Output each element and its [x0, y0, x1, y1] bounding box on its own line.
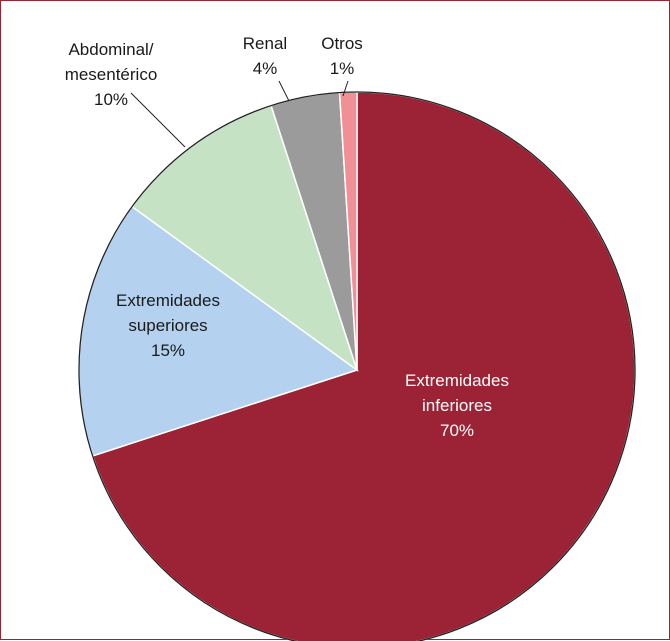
slice-label-line: Extremidades: [116, 291, 220, 310]
slice-label-inferiores: Extremidades inferiores 70%: [405, 371, 509, 440]
slice-label-line: 4%: [253, 59, 278, 78]
leader-line-renal: [278, 80, 290, 102]
slice-label-line: 1%: [330, 59, 355, 78]
slice-label-abdominal: Abdominal/mesentérico 10%: [65, 40, 158, 109]
slice-label-renal: Renal 4%: [243, 34, 287, 78]
slice-labels: Extremidades inferiores 70% Extremidades sup…: [65, 34, 509, 440]
slice-label-line: inferiores: [422, 396, 492, 415]
pie-outline: [78, 91, 636, 641]
slice-label-line: 10%: [94, 90, 128, 109]
slice-label-otros: Otros 1%: [321, 34, 363, 78]
slice-label-line: Otros: [321, 34, 363, 53]
slice-label-line: 15%: [151, 341, 185, 360]
slices: [78, 91, 636, 641]
leader-line-abdominal: [130, 92, 186, 148]
leader-line-otros: [342, 80, 349, 97]
slice-label-line: Extremidades: [405, 371, 509, 390]
slice-label-superiores: Extremidades superiores 15%: [116, 291, 220, 360]
slice-label-line: 70%: [440, 421, 474, 440]
slice-label-line: Abdominal/: [68, 40, 153, 59]
slice-label-line: Renal: [243, 34, 287, 53]
slice-label-line: superiores: [128, 316, 207, 335]
slice-label-line: mesentérico: [65, 65, 158, 84]
